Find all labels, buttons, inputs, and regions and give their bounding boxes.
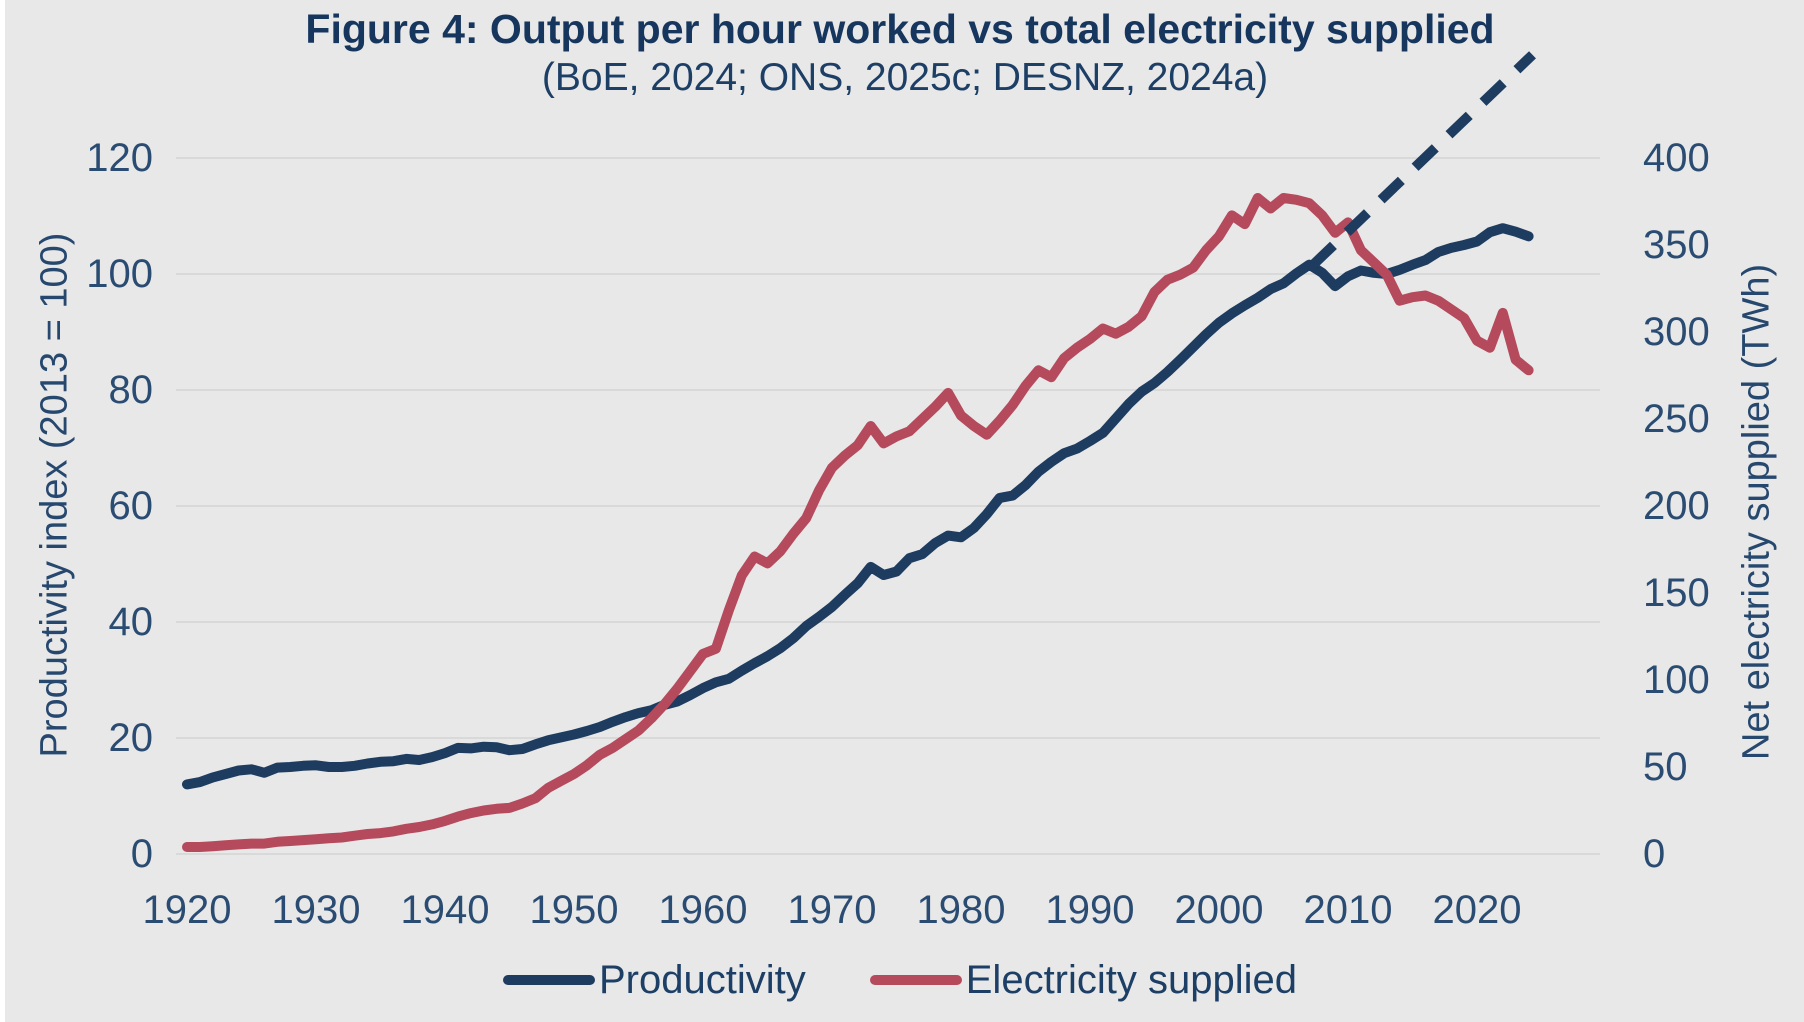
x-axis-tick-1980: 1980 (916, 888, 1006, 932)
right-axis-tick-350: 350 (1643, 223, 1710, 267)
x-axis-tick-1940: 1940 (400, 888, 490, 932)
right-axis-tick-50: 50 (1643, 745, 1688, 789)
productivity-line-swatch (503, 975, 595, 985)
electricity-line (182, 193, 1534, 852)
x-axis-tick-2010: 2010 (1303, 888, 1393, 932)
x-axis-tick-2020: 2020 (1432, 888, 1522, 932)
left-axis-tick-60: 60 (108, 484, 154, 528)
legend-label-electricity: Electricity supplied (965, 958, 1297, 1002)
trend-dashed-line (1309, 51, 1536, 269)
legend-label-productivity: Productivity (599, 958, 806, 1002)
legend-item-productivity: Productivity (503, 960, 806, 1000)
right-axis-tick-100: 100 (1643, 658, 1710, 702)
x-axis-tick-1930: 1930 (271, 888, 361, 932)
right-axis-tick-250: 250 (1643, 397, 1710, 441)
right-axis-tick-150: 150 (1643, 571, 1710, 615)
x-axis-tick-1920: 1920 (142, 888, 232, 932)
x-axis-tick-1970: 1970 (787, 888, 877, 932)
x-axis-tick-1990: 1990 (1045, 888, 1135, 932)
left-axis-tick-40: 40 (108, 600, 154, 644)
legend-item-electricity: Electricity supplied (869, 958, 1297, 1002)
x-axis-tick-1950: 1950 (529, 888, 619, 932)
electricity-line-swatch (869, 975, 962, 985)
productivity-line (182, 223, 1534, 790)
left-axis-tick-80: 80 (108, 368, 154, 412)
left-edge-strip (0, 0, 5, 1022)
left-axis-tick-0: 0 (130, 832, 153, 876)
right-axis-tick-400: 400 (1643, 136, 1710, 180)
x-axis-tick-2000: 2000 (1174, 888, 1264, 932)
x-axis-tick-1960: 1960 (658, 888, 748, 932)
chart-subtitle: (BoE, 2024; ONS, 2025c; DESNZ, 2024a) (541, 56, 1269, 99)
right-axis-tick-300: 300 (1643, 310, 1710, 354)
chart-title: Figure 4: Output per hour worked vs tota… (305, 6, 1495, 52)
chart-legend: Productivity Electricity supplied (503, 960, 1297, 1000)
right-axis-tick-200: 200 (1643, 484, 1710, 528)
left-axis-tick-100: 100 (86, 252, 153, 296)
left-axis-tick-20: 20 (108, 716, 154, 760)
right-axis-title: Net electricity supplied (TWh) (1735, 263, 1778, 761)
left-axis-tick-120: 120 (86, 136, 153, 180)
right-axis-tick-0: 0 (1643, 832, 1666, 876)
